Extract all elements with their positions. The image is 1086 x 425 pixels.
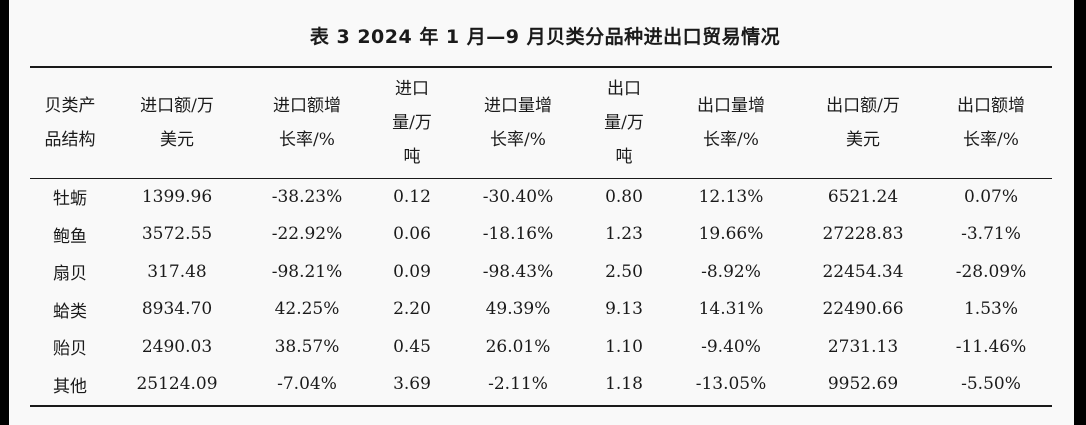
header-import-value: 进口额/万 美元 bbox=[140, 96, 214, 150]
table-row: 扇贝 317.48 -98.21% 0.09 -98.43% 2.50 -8.9… bbox=[30, 253, 1052, 291]
cell-export-value-growth: -28.09% bbox=[955, 261, 1027, 282]
cell-export-value-growth: -5.50% bbox=[961, 374, 1021, 395]
header-export-volume-growth: 出口量增 长率/% bbox=[697, 96, 765, 150]
cell-export-value: 22454.34 bbox=[822, 261, 904, 282]
cell-export-volume: 0.80 bbox=[605, 186, 643, 207]
cell-export-volume: 9.13 bbox=[605, 299, 643, 320]
cell-import-value: 2490.03 bbox=[141, 336, 213, 357]
header-row: 贝类产 品结构 进口额/万 美元 进口额增 长率/% 进口 量/万 吨 进口量增… bbox=[30, 68, 1052, 178]
cell-import-value: 1399.96 bbox=[141, 186, 213, 207]
cell-export-volume-growth: 12.13% bbox=[698, 186, 764, 207]
cell-import-volume-growth: -30.40% bbox=[482, 186, 554, 207]
cell-export-volume: 1.10 bbox=[605, 336, 643, 357]
cell-export-value-growth: -3.71% bbox=[961, 224, 1021, 245]
table-header-rule bbox=[30, 178, 1052, 179]
cell-export-value: 9952.69 bbox=[827, 374, 899, 395]
cell-import-value: 317.48 bbox=[147, 261, 207, 282]
table-row: 鲍鱼 3572.55 -22.92% 0.06 -18.16% 1.23 19.… bbox=[30, 216, 1052, 254]
header-import-value-growth: 进口额增 长率/% bbox=[273, 96, 341, 150]
table-top-rule bbox=[30, 66, 1052, 68]
cell-product: 牡蛎 bbox=[53, 189, 87, 210]
table-title: 表 3 2024 年 1 月—9 月贝类分品种进出口贸易情况 bbox=[309, 26, 781, 48]
cell-import-volume: 3.69 bbox=[393, 374, 431, 395]
trade-table: 贝类产 品结构 进口额/万 美元 进口额增 长率/% 进口 量/万 吨 进口量增… bbox=[30, 68, 1052, 403]
cell-product: 其他 bbox=[53, 376, 87, 397]
header-export-value-growth: 出口额增 长率/% bbox=[957, 96, 1025, 150]
cell-export-value-growth: -11.46% bbox=[955, 336, 1027, 357]
left-dark-border bbox=[0, 0, 9, 425]
cell-export-volume-growth: -9.40% bbox=[701, 336, 761, 357]
table-row: 牡蛎 1399.96 -38.23% 0.12 -30.40% 0.80 12.… bbox=[30, 178, 1052, 216]
cell-product: 蛤类 bbox=[53, 301, 87, 322]
cell-import-value-growth: -7.04% bbox=[277, 374, 337, 395]
cell-import-value-growth: -98.21% bbox=[271, 261, 343, 282]
cell-export-volume: 2.50 bbox=[605, 261, 643, 282]
cell-import-volume: 0.12 bbox=[393, 186, 431, 207]
cell-import-value-growth: 38.57% bbox=[274, 336, 340, 357]
cell-import-volume-growth: 49.39% bbox=[485, 299, 551, 320]
header-import-volume-growth: 进口量增 长率/% bbox=[484, 96, 552, 150]
cell-export-value-growth: 0.07% bbox=[963, 186, 1018, 207]
cell-export-value: 22490.66 bbox=[822, 299, 904, 320]
cell-product: 扇贝 bbox=[53, 264, 87, 285]
cell-export-volume-growth: -13.05% bbox=[695, 374, 767, 395]
right-dark-border bbox=[1074, 0, 1086, 425]
cell-import-value-growth: 42.25% bbox=[274, 299, 340, 320]
cell-export-volume-growth: -8.92% bbox=[701, 261, 761, 282]
cell-import-volume-growth: 26.01% bbox=[485, 336, 551, 357]
cell-import-value-growth: -38.23% bbox=[271, 186, 343, 207]
cell-export-value: 27228.83 bbox=[822, 224, 904, 245]
table-row: 蛤类 8934.70 42.25% 2.20 49.39% 9.13 14.31… bbox=[30, 291, 1052, 329]
cell-import-volume: 0.45 bbox=[393, 336, 431, 357]
table-bottom-rule bbox=[30, 405, 1052, 407]
cell-import-volume-growth: -98.43% bbox=[482, 261, 554, 282]
cell-export-value-growth: 1.53% bbox=[963, 299, 1018, 320]
cell-import-value: 8934.70 bbox=[141, 299, 213, 320]
header-import-volume: 进口 量/万 吨 bbox=[392, 79, 432, 167]
cell-import-value: 25124.09 bbox=[136, 374, 218, 395]
header-product-structure: 贝类产 品结构 bbox=[44, 96, 96, 150]
cell-export-volume-growth: 14.31% bbox=[698, 299, 764, 320]
cell-import-volume: 0.09 bbox=[393, 261, 431, 282]
cell-product: 贻贝 bbox=[53, 339, 87, 360]
cell-export-volume: 1.23 bbox=[605, 224, 643, 245]
cell-export-volume: 1.18 bbox=[605, 374, 643, 395]
cell-export-value: 6521.24 bbox=[827, 186, 899, 207]
cell-import-value: 3572.55 bbox=[141, 224, 213, 245]
header-export-value: 出口额/万 美元 bbox=[826, 96, 900, 150]
cell-import-volume-growth: -2.11% bbox=[488, 374, 548, 395]
cell-import-volume-growth: -18.16% bbox=[482, 224, 554, 245]
table-row: 其他 25124.09 -7.04% 3.69 -2.11% 1.18 -13.… bbox=[30, 366, 1052, 404]
cell-import-value-growth: -22.92% bbox=[271, 224, 343, 245]
header-export-volume: 出口 量/万 吨 bbox=[604, 79, 644, 167]
cell-product: 鲍鱼 bbox=[53, 226, 87, 247]
table-row: 贻贝 2490.03 38.57% 0.45 26.01% 1.10 -9.40… bbox=[30, 328, 1052, 366]
cell-export-volume-growth: 19.66% bbox=[698, 224, 764, 245]
cell-import-volume: 2.20 bbox=[393, 299, 431, 320]
cell-export-value: 2731.13 bbox=[827, 336, 899, 357]
cell-import-volume: 0.06 bbox=[393, 224, 431, 245]
